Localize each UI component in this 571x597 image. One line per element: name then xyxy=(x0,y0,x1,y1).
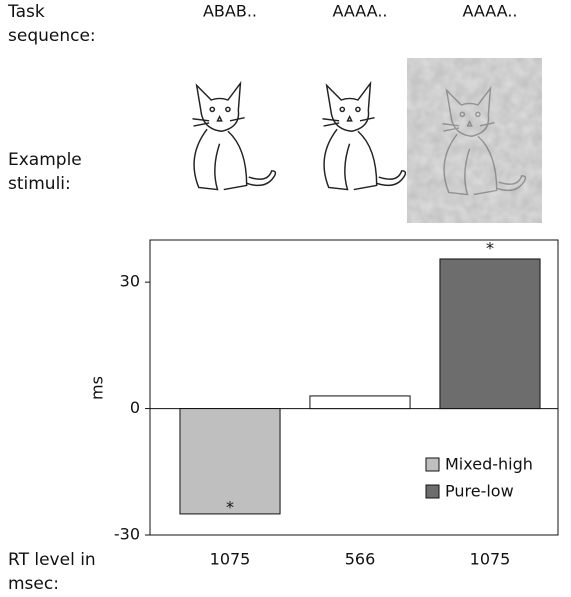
x-tick-label: 566 xyxy=(345,550,376,569)
x-axis-label: RT level in msec: xyxy=(8,550,96,594)
task-sequence: AAAA.. xyxy=(332,2,387,21)
y-axis-label: ms xyxy=(88,376,107,400)
y-tick-label: 30 xyxy=(120,272,140,291)
legend-swatch xyxy=(425,484,440,499)
legend-label: Pure-low xyxy=(445,482,514,501)
task-sequence-label: Task sequence: xyxy=(8,2,96,46)
bar xyxy=(179,408,281,515)
bar xyxy=(309,395,411,410)
significance-marker: * xyxy=(486,238,494,257)
x-tick-label: 1075 xyxy=(470,550,511,569)
task-sequence: AAAA.. xyxy=(462,2,517,21)
plot-frame xyxy=(149,239,559,536)
x-tick-label: 1075 xyxy=(210,550,251,569)
noise-stimulus xyxy=(407,58,542,223)
task-sequence: ABAB.. xyxy=(203,2,257,21)
bar xyxy=(439,258,541,410)
significance-marker: * xyxy=(226,497,234,516)
y-tick-label: -30 xyxy=(114,525,140,544)
cat-stimulus xyxy=(321,82,407,191)
cat-stimulus xyxy=(191,82,277,191)
y-tick-label: 0 xyxy=(130,398,140,417)
legend-swatch xyxy=(425,457,440,472)
stimuli-label: Example stimuli: xyxy=(8,150,82,194)
legend-label: Mixed-high xyxy=(445,455,533,474)
